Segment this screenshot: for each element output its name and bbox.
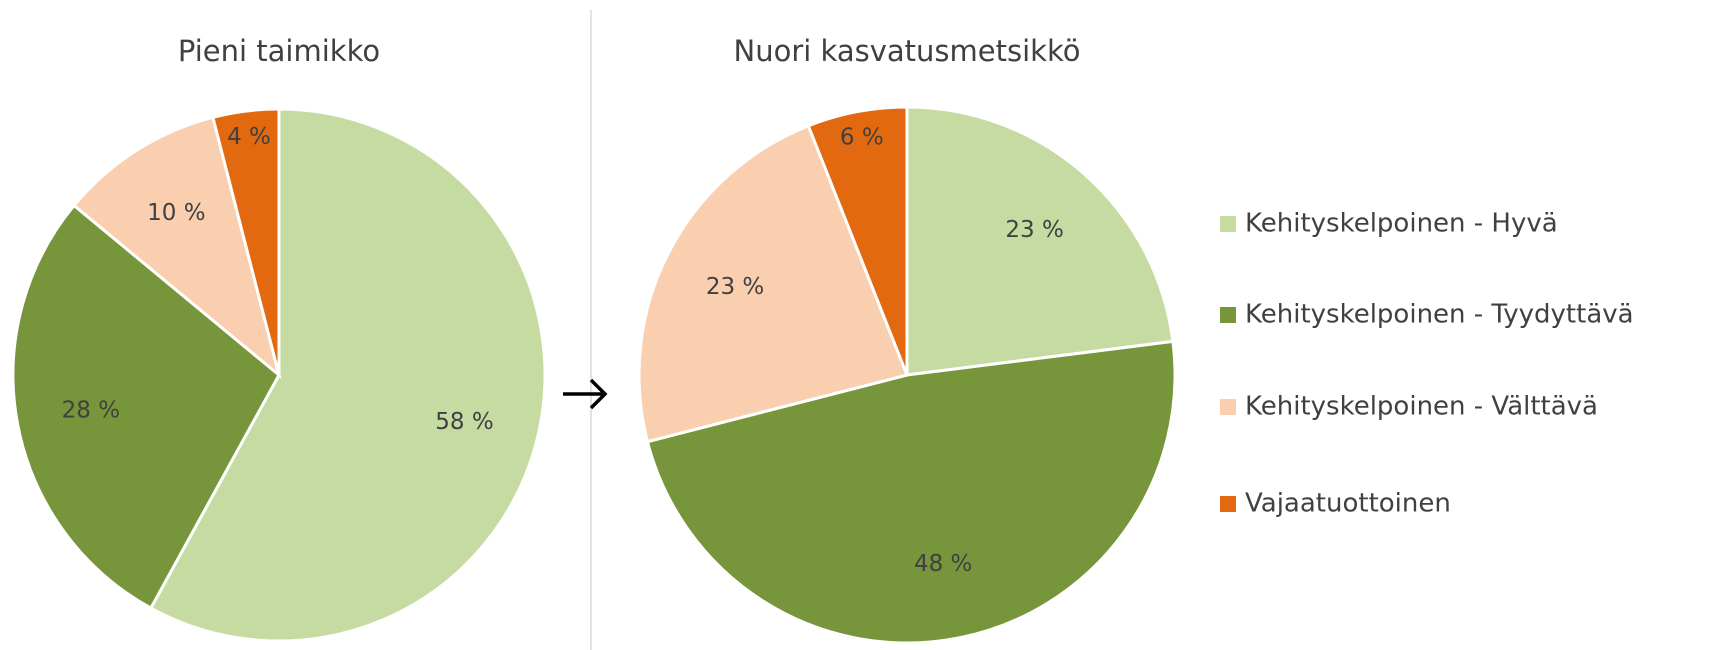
- data-label: 58 %: [435, 409, 493, 435]
- data-label: 10 %: [147, 200, 205, 226]
- chart-title: Pieni taimikko: [178, 34, 380, 68]
- legend-label: Kehityskelpoinen - Tyydyttävä: [1245, 300, 1634, 330]
- data-label: 23 %: [706, 274, 764, 300]
- pie-slice: [71, 115, 282, 380]
- legend-label: Vajaatuottoinen: [1245, 489, 1451, 519]
- pie-slice: [637, 123, 910, 444]
- pie-slice: [645, 339, 1177, 645]
- data-label: 4 %: [227, 124, 271, 150]
- data-label: 6 %: [840, 125, 884, 151]
- data-label: 48 %: [914, 551, 972, 577]
- legend-label: Kehityskelpoinen - Hyvä: [1245, 209, 1558, 239]
- pie-slice: [905, 105, 1175, 377]
- pie-slice: [211, 107, 281, 376]
- arrow: [563, 378, 608, 410]
- data-label: 23 %: [1005, 217, 1063, 243]
- legend-swatch: [1220, 496, 1236, 512]
- pie-slice: [806, 105, 909, 376]
- legend-swatch: [1220, 307, 1236, 323]
- data-label: 28 %: [62, 397, 120, 423]
- legend-swatch: [1220, 399, 1236, 415]
- pie-slice: [148, 107, 547, 643]
- chart-title: Nuori kasvatusmetsikkö: [734, 34, 1081, 68]
- legend-swatch: [1220, 216, 1236, 232]
- legend-label: Kehityskelpoinen - Välttävä: [1245, 392, 1598, 422]
- pie-slice: [11, 203, 281, 611]
